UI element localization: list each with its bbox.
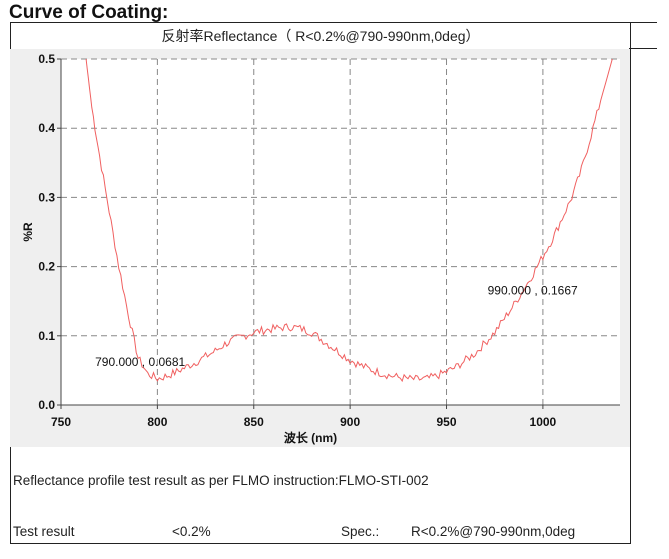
spec-value: R<0.2%@790-990nm,0deg	[411, 524, 576, 539]
y-axis-label: %R	[21, 222, 35, 242]
y-tick-label: 0.1	[38, 329, 55, 343]
y-tick-label: 0.2	[38, 260, 55, 274]
x-tick-label: 950	[437, 415, 457, 429]
test-note: Reflectance profile test result as per F…	[13, 473, 429, 488]
reflectance-curve	[85, 58, 613, 383]
x-tick-label: 1000	[530, 415, 557, 429]
spec-label: Spec.:	[341, 524, 380, 539]
y-tick-label: 0.3	[38, 190, 55, 204]
x-axis-label: 波长 (nm)	[284, 430, 337, 445]
divider	[629, 48, 657, 49]
x-tick-label: 750	[51, 415, 71, 429]
divider	[629, 22, 657, 23]
x-tick-label: 900	[340, 415, 360, 429]
result-label: Test result	[13, 524, 75, 539]
reflectance-chart: 750 800 850 900 950 1000 0.0 0.1 0.2 0.3 0.4 0.5 波长 …	[10, 49, 630, 447]
page-title: Curve of Coating:	[9, 2, 169, 23]
y-tick-label: 0.5	[38, 52, 55, 66]
y-tick-label: 0.4	[38, 121, 55, 135]
result-value: <0.2%	[172, 524, 211, 539]
annotation-label: 990.000 , 0.1667	[488, 284, 578, 298]
y-tick-label: 0.0	[38, 398, 55, 412]
x-tick-label: 850	[244, 415, 264, 429]
chart-title: 反射率Reflectance（ R<0.2%@790-990nm,0deg）	[11, 23, 630, 50]
plot-area	[61, 59, 620, 405]
x-tick-label: 800	[147, 415, 167, 429]
annotation-label: 790.000 , 0.0681	[95, 355, 185, 369]
